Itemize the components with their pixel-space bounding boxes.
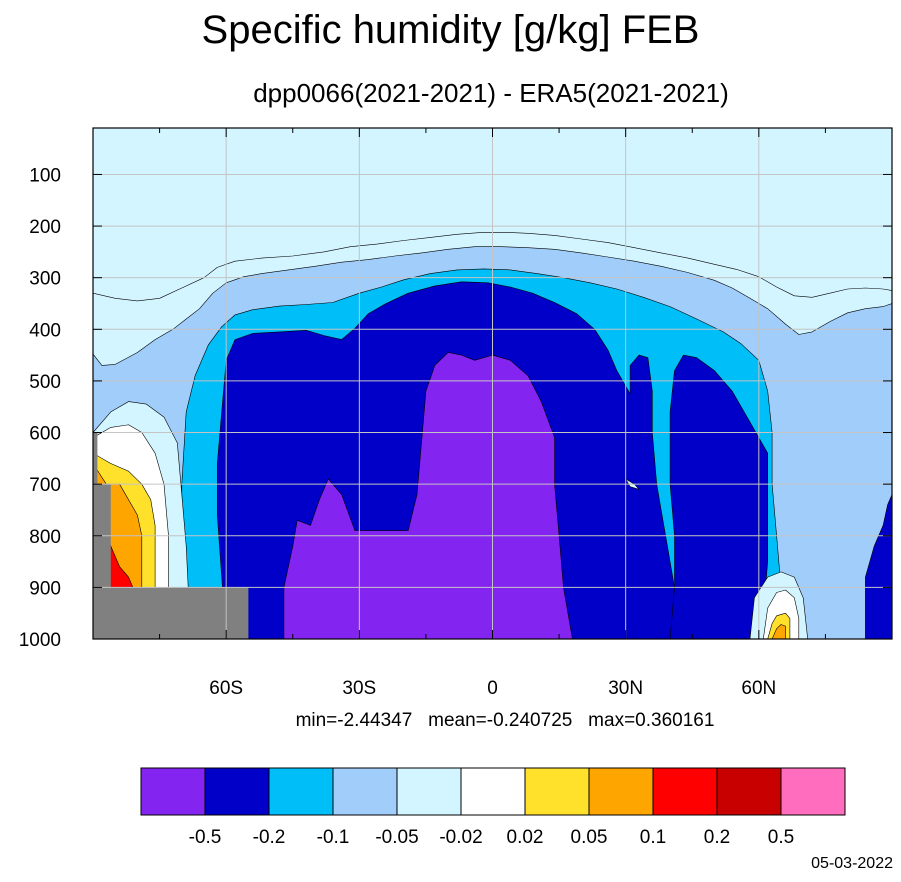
colorbar-box-3 <box>332 767 398 816</box>
colorbar-box-8 <box>652 767 718 816</box>
x-tick-label-3: 30N <box>608 678 643 699</box>
y-tick-label-6: 700 <box>29 475 61 496</box>
missing-region-1 <box>93 587 249 639</box>
contour-region-6 <box>283 352 573 639</box>
colorbar-box-2 <box>268 767 334 816</box>
contour-region-4 <box>669 354 768 639</box>
stat-mean: mean=-0.240725 <box>428 710 573 731</box>
y-tick-label-7: 800 <box>29 527 61 548</box>
x-tick-label-1: 30S <box>342 678 376 699</box>
stat-min: min=-2.44347 <box>295 710 413 731</box>
plot-area <box>93 128 892 639</box>
colorbar-label-9: 0.5 <box>768 827 794 848</box>
y-tick-label-0: 100 <box>29 165 61 186</box>
colorbar-label-8: 0.2 <box>704 827 730 848</box>
colorbar-legend: -0.5 -0.2 -0.1 -0.05 -0.02 0.02 0.05 0.1 0.2 0.5 <box>140 767 846 848</box>
grid-lines <box>93 128 892 640</box>
x-tick-label-4: 60N <box>741 678 776 699</box>
colorbar-label-7: 0.1 <box>640 827 666 848</box>
colorbar-label-3: -0.05 <box>375 827 418 848</box>
colorbar-label-1: -0.2 <box>253 827 286 848</box>
contour-region-5 <box>865 494 892 639</box>
chart-title: Specific humidity [g/kg] FEB <box>201 8 700 52</box>
y-tick-label-3: 400 <box>29 320 61 341</box>
colorbar-label-2: -0.1 <box>317 827 350 848</box>
stats-line: min=-2.44347 mean=-0.240725 max=0.360161 <box>0 710 901 732</box>
y-tick-label-8: 900 <box>29 578 61 599</box>
x-tick-label-2: 0 <box>487 678 498 699</box>
colorbar-box-4 <box>396 767 462 816</box>
x-tick-label-0: 60S <box>209 678 243 699</box>
stat-max: max=0.360161 <box>588 710 715 731</box>
colorbar-box-1 <box>204 767 270 816</box>
y-tick-label-4: 500 <box>29 372 61 393</box>
axes: 60S 30S 0 30N 60N 100 200 300 400 500 600 700 800 900… <box>19 128 893 699</box>
colorbar-label-0: -0.5 <box>189 827 222 848</box>
chart-subtitle: dpp0066(2021-2021) - ERA5(2021-2021) <box>253 78 729 108</box>
colorbar-label-5: 0.02 <box>507 827 544 848</box>
missing-region-0 <box>93 432 111 588</box>
colorbar-label-4: -0.02 <box>439 827 482 848</box>
colorbar-box-9 <box>716 767 782 816</box>
date-stamp: 05-03-2022 <box>811 855 893 872</box>
y-tick-label-5: 600 <box>29 424 61 445</box>
y-tick-label-2: 300 <box>29 269 61 290</box>
colorbar-box-5 <box>460 767 526 816</box>
y-tick-label-1: 200 <box>29 217 61 238</box>
colorbar-label-6: 0.05 <box>571 827 608 848</box>
colorbar-box-6 <box>524 767 590 816</box>
colorbar-box-10 <box>780 767 846 816</box>
colorbar-box-0 <box>140 767 206 816</box>
y-tick-label-9: 1000 <box>19 630 61 651</box>
contour-region-16 <box>771 624 786 639</box>
colorbar-box-7 <box>588 767 654 816</box>
